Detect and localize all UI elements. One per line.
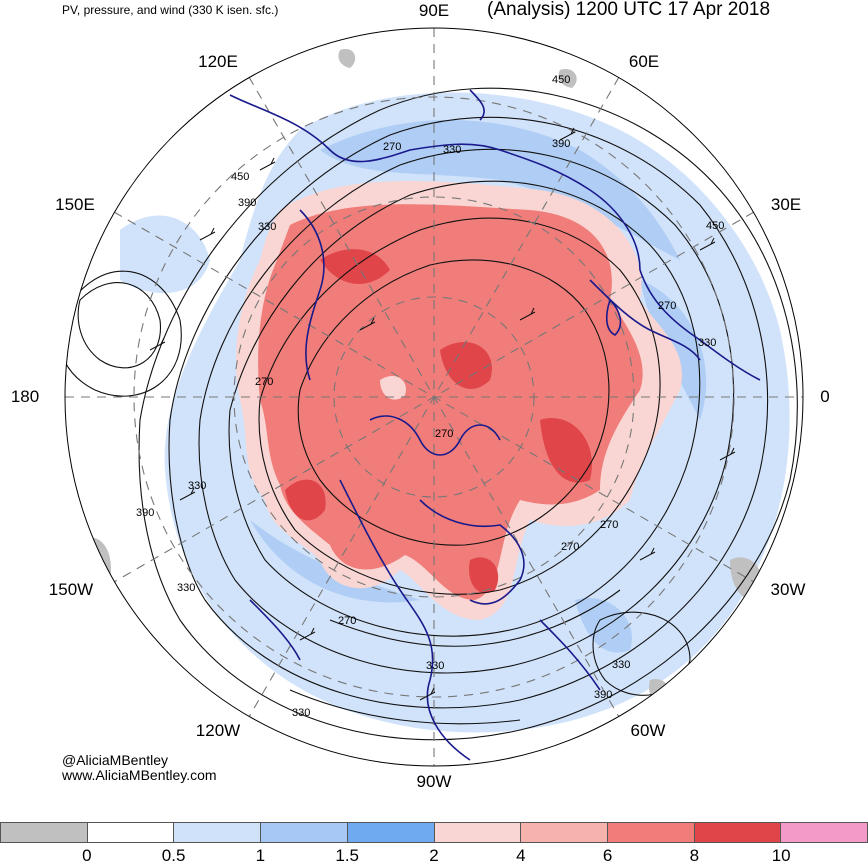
colorbar-tick-label: 1 [255, 846, 266, 865]
polar-map: 450 270 330 390 450 390 330 270 450 270 … [64, 27, 804, 767]
credit-site: www.AliciaMBentley.com [62, 767, 217, 783]
contour-label: 330 [258, 221, 276, 233]
contour-label: 330 [188, 480, 206, 492]
contour-label: 330 [698, 337, 716, 349]
colorbar-segment [606, 822, 694, 843]
lon-label-90e: 90E [418, 1, 450, 20]
contour-label: 330 [426, 660, 444, 672]
pressure-contours [65, 87, 798, 741]
lon-label-60w: 60W [630, 721, 666, 740]
colorbar-tick-label: 0 [82, 846, 92, 865]
contour-label: 330 [177, 582, 195, 594]
lon-label-150e: 150E [55, 195, 95, 214]
colorbar-segment [346, 822, 434, 843]
colorbar-segment [260, 822, 347, 843]
colorbar-tick-label: 6 [602, 846, 613, 865]
map-disc: 450 270 330 390 450 390 330 270 450 270 … [65, 28, 803, 766]
colorbar-tick-label: 2 [429, 846, 439, 865]
colorbar-tick-label: 4 [516, 846, 526, 865]
contour-label: 450 [706, 220, 724, 232]
wind-barbs [149, 127, 736, 701]
map-border [64, 27, 804, 767]
header-subtitle: PV, pressure, and wind (330 K isen. sfc.… [62, 3, 279, 17]
contour-label: 270 [658, 300, 676, 312]
lon-label-120w: 120W [195, 721, 241, 740]
colorbar-segment [86, 822, 174, 843]
header-title: (Analysis) 1200 UTC 17 Apr 2018 [487, 0, 771, 20]
colorbar [0, 822, 868, 843]
colorbar-tick-label: 0.5 [161, 846, 186, 865]
contour-label: 390 [594, 689, 612, 701]
colorbar-segment [0, 822, 87, 843]
graticule [65, 28, 803, 766]
contour-label: 330 [443, 144, 461, 156]
lon-label-180: 180 [10, 387, 40, 406]
contour-label: 390 [136, 507, 154, 519]
contour-label: 330 [292, 707, 310, 719]
lon-label-30w: 30W [770, 580, 806, 599]
colorbar-tick-label: 1.5 [335, 846, 360, 865]
colorbar-segment [780, 822, 868, 843]
contour-label: 270 [600, 519, 618, 531]
colorbar-segment [433, 822, 521, 843]
contour-labels: 450 270 330 390 450 390 330 270 450 270 … [136, 74, 724, 719]
contour-label: 450 [552, 74, 570, 86]
contour-label: 330 [612, 659, 630, 671]
coastlines [229, 89, 761, 761]
contour-label: 270 [435, 428, 453, 440]
lon-label-150w: 150W [48, 580, 94, 599]
colorbar-segment [693, 822, 781, 843]
contour-label: 270 [561, 541, 579, 553]
lon-label-60e: 60E [628, 52, 660, 71]
pv-high-shading [236, 181, 682, 620]
contour-label: 450 [231, 171, 249, 183]
contour-label: 390 [238, 197, 256, 209]
colorbar-segment [173, 822, 261, 843]
contour-label: 390 [552, 138, 570, 150]
colorbar-tick-label: 8 [689, 846, 700, 865]
lon-label-30e: 30E [770, 195, 802, 214]
colorbar-tick-label: 10 [771, 846, 791, 865]
lon-label-90w: 90W [416, 772, 452, 791]
colorbar-segment [520, 822, 607, 843]
contour-label: 270 [383, 141, 401, 153]
contour-label: 270 [255, 376, 273, 388]
credit-handle: @AliciaMBentley [62, 752, 169, 768]
lon-label-0: 0 [820, 387, 830, 406]
contour-label: 270 [338, 615, 356, 627]
lon-label-120e: 120E [198, 52, 238, 71]
